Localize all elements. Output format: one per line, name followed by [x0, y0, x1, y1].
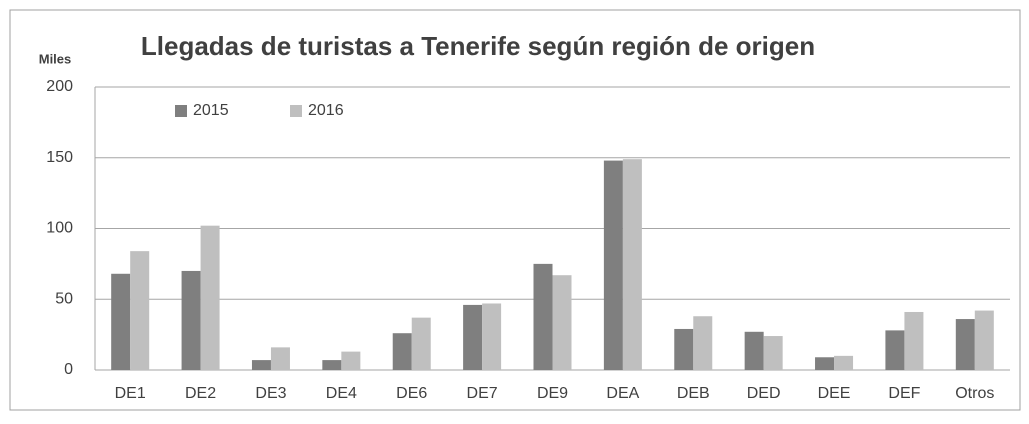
bar — [693, 316, 713, 370]
x-tick-label: DE3 — [255, 385, 286, 402]
legend-label: 2016 — [308, 102, 344, 119]
bar — [322, 360, 342, 370]
bar — [763, 336, 783, 370]
bar — [251, 360, 271, 370]
bar — [603, 160, 623, 370]
bar — [552, 275, 572, 370]
x-tick-label: Otros — [955, 385, 994, 402]
x-tick-label: DE7 — [467, 385, 498, 402]
bar — [815, 357, 835, 370]
bar — [482, 303, 502, 370]
y-axis-label: Miles — [39, 51, 72, 66]
y-tick-label: 50 — [55, 290, 73, 307]
bar — [674, 328, 694, 370]
bar — [181, 270, 201, 370]
x-tick-label: DEA — [606, 385, 639, 402]
bar — [111, 273, 131, 370]
chart-title: Llegadas de turistas a Tenerife según re… — [141, 31, 815, 61]
legend-swatch — [290, 105, 302, 117]
x-tick-label: DEB — [677, 385, 710, 402]
x-tick-label: DE4 — [326, 385, 357, 402]
x-tick-label: DE2 — [185, 385, 216, 402]
x-tick-label: DE9 — [537, 385, 568, 402]
bar — [130, 251, 150, 370]
legend-label: 2015 — [193, 102, 229, 119]
bar — [885, 330, 905, 370]
bar — [904, 311, 924, 370]
x-tick-label: DE6 — [396, 385, 427, 402]
bar — [834, 355, 854, 370]
bar — [411, 317, 431, 370]
x-tick-label: DED — [747, 385, 781, 402]
bar — [392, 333, 412, 370]
bar — [955, 319, 975, 370]
bar — [974, 310, 994, 370]
legend-swatch — [175, 105, 187, 117]
bar — [341, 351, 361, 370]
bar — [463, 304, 483, 370]
bar — [270, 347, 290, 370]
x-tick-label: DEF — [888, 385, 920, 402]
chart-border — [9, 9, 1021, 411]
bar — [744, 331, 764, 370]
x-tick-label: DE1 — [115, 385, 146, 402]
y-tick-label: 0 — [64, 361, 73, 378]
x-tick-label: DEE — [818, 385, 851, 402]
y-tick-label: 150 — [46, 149, 73, 166]
bar — [200, 225, 220, 370]
y-tick-label: 200 — [46, 78, 73, 95]
y-tick-label: 100 — [46, 220, 73, 237]
bar — [533, 263, 553, 370]
bar — [622, 159, 642, 370]
